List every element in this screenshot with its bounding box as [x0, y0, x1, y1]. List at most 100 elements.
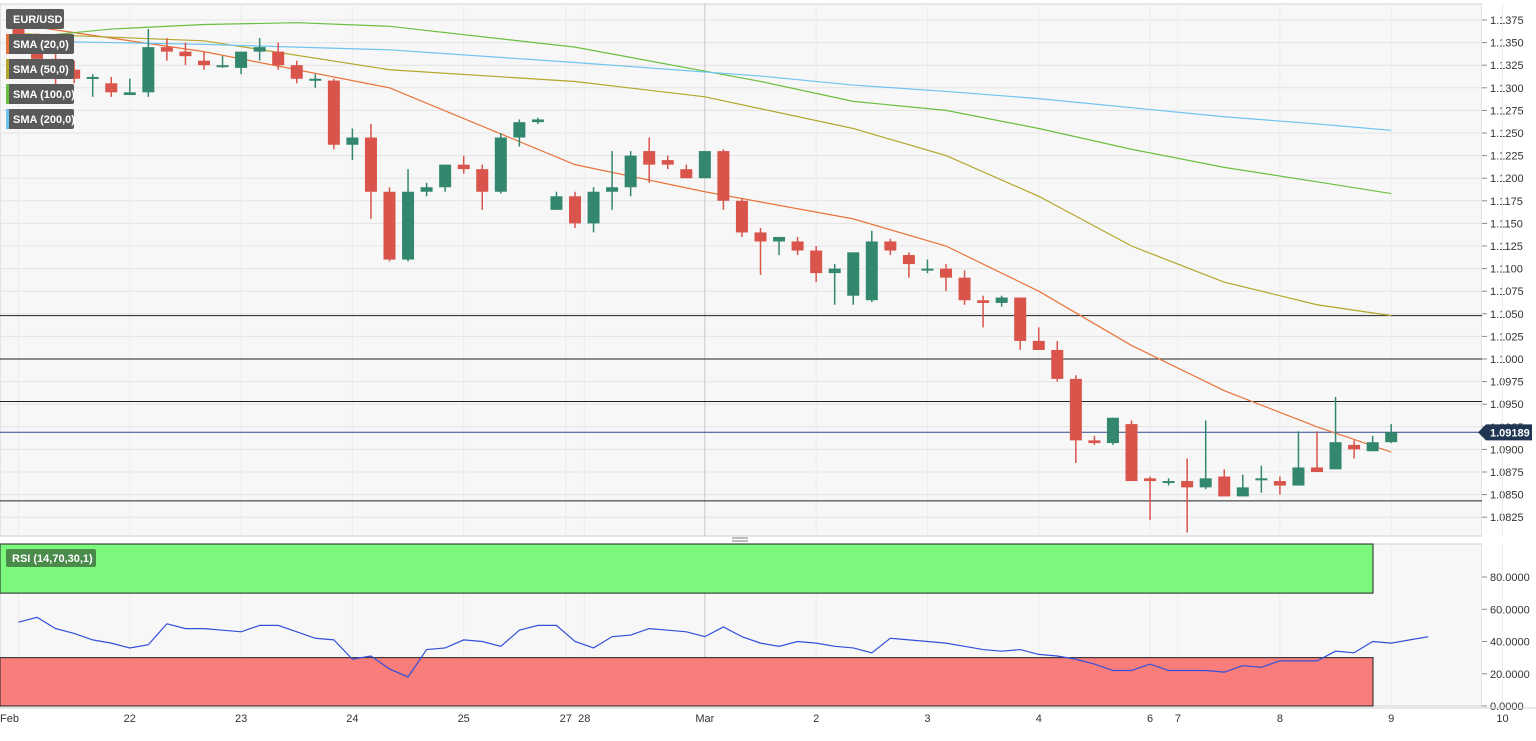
price-tick-label: 1.0975 — [1490, 377, 1524, 389]
candle-body — [86, 76, 99, 79]
rsi-legend[interactable]: RSI (14,70,30,1) — [6, 549, 96, 567]
candle — [123, 78, 136, 96]
candle-body — [383, 191, 396, 260]
rsi-tick-label: 20.0000 — [1490, 669, 1530, 681]
candle-body — [1385, 432, 1398, 443]
candle-body — [1181, 481, 1194, 488]
date-label: 27 — [560, 713, 572, 725]
candle-body — [698, 151, 711, 179]
indicator-legend[interactable]: SMA (50,0) — [6, 59, 74, 79]
date-label: 6 — [1147, 713, 1153, 725]
price-panel-bg — [0, 3, 1483, 537]
symbol-legend[interactable]: EUR/USD — [6, 9, 64, 29]
candle — [1199, 420, 1212, 490]
legend-box[interactable] — [6, 9, 64, 29]
candle-body — [884, 241, 897, 251]
price-tick-label: 1.1200 — [1490, 173, 1524, 185]
candle — [1255, 465, 1268, 493]
candle-body — [1106, 417, 1119, 444]
price-tick-label: 1.1075 — [1490, 286, 1524, 298]
candle — [290, 60, 303, 84]
price-tick-label: 1.0825 — [1490, 512, 1524, 524]
sma-line-2 — [18, 32, 1392, 317]
candle-body — [1162, 481, 1175, 484]
candle-body — [847, 252, 860, 296]
candle — [606, 151, 619, 210]
candle — [995, 295, 1008, 307]
legend-text: SMA (20,0) — [13, 39, 69, 51]
sma-line-4 — [18, 40, 1392, 131]
legend-box[interactable] — [6, 34, 74, 54]
candle — [569, 191, 581, 228]
date-label: Feb — [0, 713, 19, 725]
candle — [902, 252, 915, 278]
candle — [624, 151, 637, 197]
candle-body — [1014, 297, 1027, 341]
candle — [1311, 431, 1323, 472]
candle-body — [1366, 442, 1379, 452]
indicator-legend[interactable]: SMA (200,0) — [6, 109, 75, 129]
legend-color-swatch — [6, 34, 9, 54]
candle-body — [1236, 487, 1249, 497]
candle-body — [457, 164, 470, 170]
date-label: 7 — [1175, 713, 1181, 725]
legend-box[interactable] — [6, 84, 74, 104]
candle-body — [1329, 442, 1342, 470]
candle-body — [773, 236, 786, 242]
candle-body — [1144, 478, 1157, 482]
candle-body — [865, 241, 878, 301]
indicator-legend[interactable]: SMA (100,0) — [6, 84, 75, 104]
candle — [1144, 476, 1157, 520]
candle-body — [290, 65, 303, 79]
price-tick-label: 1.0850 — [1490, 490, 1524, 502]
legend-box[interactable] — [6, 109, 74, 129]
candle-body — [198, 60, 210, 66]
candle — [142, 29, 155, 97]
candle-body — [272, 51, 285, 66]
rsi-tick-label: 0.0000 — [1490, 701, 1524, 713]
candle-body — [476, 169, 489, 192]
legend-box[interactable] — [6, 59, 74, 79]
price-tick-label: 1.1175 — [1490, 196, 1523, 208]
candle — [160, 38, 173, 61]
candle — [1218, 469, 1231, 497]
candle-body — [142, 47, 155, 93]
candle-body — [958, 277, 971, 301]
candle-body — [309, 78, 322, 81]
candle — [513, 119, 526, 147]
indicator-legend[interactable]: SMA (20,0) — [6, 34, 74, 54]
candle-body — [1069, 378, 1082, 441]
rsi-tick-label: 40.0000 — [1490, 637, 1530, 649]
candle-body — [1311, 467, 1323, 472]
date-label: 9 — [1388, 713, 1394, 725]
rsi-tick-label: 60.0000 — [1490, 604, 1530, 616]
candle — [735, 198, 748, 237]
price-tick-label: 1.1025 — [1490, 331, 1524, 343]
candle — [810, 246, 823, 283]
candle — [309, 74, 322, 88]
candle-body — [810, 250, 823, 274]
rsi-oversold-zone — [0, 657, 1374, 707]
candle — [1181, 458, 1194, 533]
date-label: 3 — [924, 713, 930, 725]
legend-color-swatch — [6, 109, 9, 129]
candle — [884, 238, 897, 256]
candle — [402, 169, 415, 262]
candle-body — [680, 169, 693, 179]
date-label: 24 — [346, 713, 358, 725]
price-tick-label: 1.1250 — [1490, 128, 1524, 140]
candle-body — [1199, 478, 1212, 488]
candle-body — [1348, 444, 1361, 450]
rsi-legend-box[interactable] — [6, 549, 96, 567]
date-label: 10 — [1496, 713, 1508, 725]
price-tick-label: 1.0875 — [1490, 467, 1524, 479]
price-tick-label: 1.1375 — [1490, 15, 1524, 27]
candle — [420, 182, 433, 197]
candle — [1162, 478, 1175, 486]
candle-body — [513, 122, 526, 138]
candle-body — [977, 300, 990, 303]
candle — [327, 78, 340, 150]
price-tick-label: 1.1300 — [1490, 83, 1524, 95]
candle — [531, 117, 544, 124]
